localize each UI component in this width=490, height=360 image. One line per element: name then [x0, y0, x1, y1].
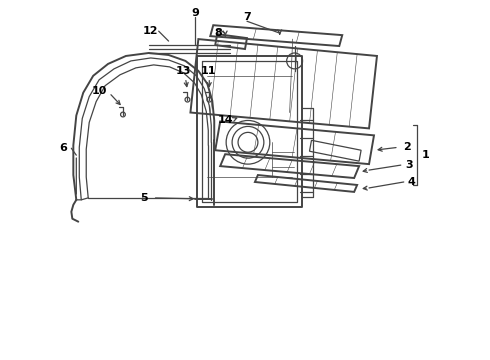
Text: 11: 11	[200, 66, 216, 76]
Text: 8: 8	[214, 28, 222, 38]
Text: 9: 9	[192, 8, 199, 18]
Text: 1: 1	[422, 150, 429, 160]
Text: 2: 2	[403, 142, 411, 152]
Text: 13: 13	[176, 66, 191, 76]
Text: 5: 5	[140, 193, 147, 203]
Text: 12: 12	[143, 26, 158, 36]
Text: 6: 6	[59, 143, 67, 153]
Text: 14: 14	[218, 116, 233, 126]
Text: 4: 4	[408, 177, 416, 187]
Text: 7: 7	[243, 12, 251, 22]
Text: 10: 10	[92, 86, 107, 96]
Text: 3: 3	[405, 160, 413, 170]
